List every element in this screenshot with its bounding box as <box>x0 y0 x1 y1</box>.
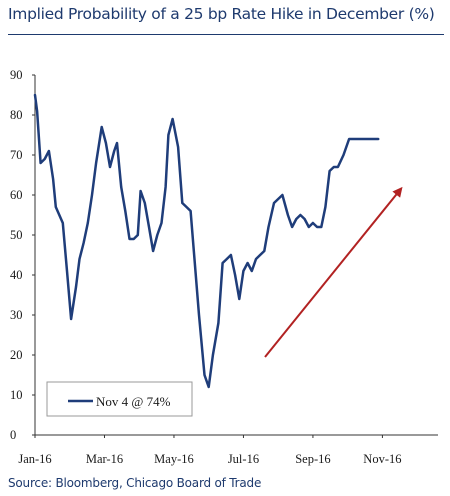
y-tick-label: 60 <box>10 188 23 202</box>
series-layer <box>33 93 380 389</box>
x-tick-label: Sep-16 <box>295 452 330 466</box>
title-divider <box>8 34 444 35</box>
axes <box>32 74 438 438</box>
y-tick-label: 70 <box>10 148 23 162</box>
x-tick-label: Nov-16 <box>363 452 401 466</box>
chart-title: Implied Probability of a 25 bp Rate Hike… <box>8 5 435 23</box>
y-tick-label: 30 <box>10 308 23 322</box>
y-tick-label: 20 <box>10 348 23 362</box>
y-tick-label: 80 <box>10 108 23 122</box>
x-tick-label: Jul-16 <box>228 452 259 466</box>
legend: Nov 4 @ 74% <box>46 381 193 417</box>
y-tick-label: 10 <box>10 388 23 402</box>
trend-arrow <box>264 186 403 358</box>
series-line <box>33 93 380 389</box>
y-tick-label: 40 <box>10 268 23 282</box>
x-tick-label: May-16 <box>154 452 194 466</box>
y-tick-label: 50 <box>10 228 23 242</box>
legend-box <box>46 381 193 417</box>
y-tick-label: 0 <box>10 428 16 442</box>
source-note: Source: Bloomberg, Chicago Board of Trad… <box>8 476 262 490</box>
legend-label: Nov 4 @ 74% <box>96 394 171 409</box>
y-tick-label: 90 <box>10 68 23 82</box>
x-tick-label: Jan-16 <box>18 452 51 466</box>
x-tick-label: Mar-16 <box>86 452 123 466</box>
x-tick-labels: Jan-16 Mar-16 May-16 Jul-16 Sep-16 Nov-16 <box>18 452 401 466</box>
y-tick-labels: 0 10 20 30 40 50 60 70 80 90 <box>10 68 23 442</box>
